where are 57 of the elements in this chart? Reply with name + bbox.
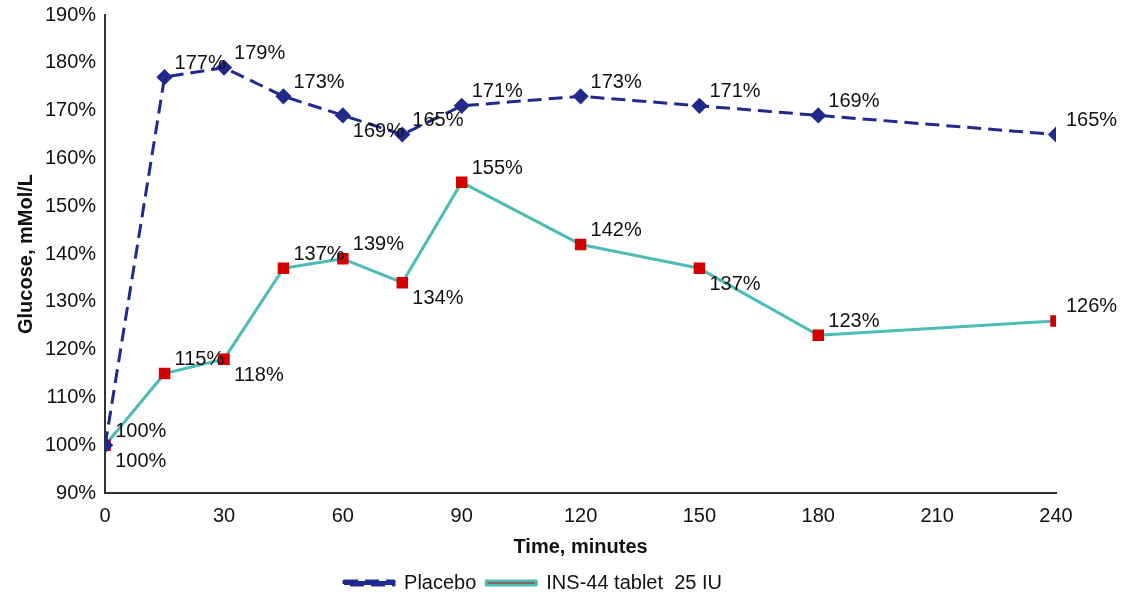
x-tick-label: 120 — [563, 503, 598, 526]
data-label: 169% — [828, 88, 880, 111]
x-tick-label: 210 — [920, 503, 954, 526]
y-tick-label: 100% — [45, 432, 97, 455]
legend-label: Placebo — [404, 570, 477, 593]
y-tick-label: 140% — [45, 241, 97, 264]
point — [573, 88, 589, 104]
x-tick-label: 30 — [212, 503, 236, 526]
data-label: 134% — [412, 286, 464, 309]
y-tick-label: 180% — [45, 50, 97, 73]
y-tick-label: 90% — [56, 480, 97, 503]
x-tick-label: 180 — [801, 503, 835, 526]
point — [157, 69, 173, 85]
data-label: 126% — [1066, 294, 1118, 317]
y-tick-label: 110% — [46, 384, 97, 407]
data-label: 100% — [115, 448, 167, 471]
point — [455, 176, 468, 189]
x-tick-label: 90 — [450, 503, 473, 526]
point — [693, 262, 706, 275]
data-label: 137% — [293, 241, 345, 264]
data-label: 165% — [412, 108, 464, 131]
y-tick-label: 130% — [45, 289, 97, 312]
y-tick-label: 190% — [45, 2, 97, 25]
point — [396, 276, 409, 289]
point — [691, 98, 707, 114]
data-label: 171% — [709, 79, 761, 102]
y-axis-title: Glucose, mMol/L — [13, 173, 36, 335]
point — [275, 88, 291, 104]
data-label: 173% — [293, 69, 345, 92]
data-label: 139% — [352, 232, 405, 255]
data-label: 173% — [590, 69, 642, 92]
point — [158, 367, 171, 380]
data-label: 155% — [471, 155, 524, 178]
y-tick-label: 170% — [45, 98, 97, 121]
y-tick-label: 150% — [45, 193, 97, 216]
data-label: 177% — [174, 50, 226, 73]
data-label: 179% — [234, 41, 286, 64]
x-tick-label: 240 — [1039, 503, 1073, 526]
point — [454, 98, 470, 114]
point — [277, 262, 290, 275]
data-label: 142% — [590, 217, 642, 240]
data-label: 123% — [828, 308, 880, 331]
y-tick-label: 160% — [45, 145, 97, 168]
point — [335, 107, 351, 123]
x-axis-title: Time, minutes — [513, 534, 648, 557]
y-tick-label: 120% — [45, 337, 97, 360]
legend-label: INS-44 tablet 25 IU — [546, 570, 722, 593]
x-tick-label: 60 — [331, 503, 354, 526]
data-label: 171% — [471, 79, 524, 102]
data-label: 165% — [1066, 108, 1118, 131]
point — [812, 329, 825, 341]
point — [810, 107, 826, 123]
point — [574, 238, 587, 251]
data-label: 100% — [115, 418, 167, 441]
x-tick-label: 150 — [682, 503, 717, 526]
data-label: 118% — [234, 362, 284, 385]
x-tick-label: 0 — [99, 503, 111, 526]
